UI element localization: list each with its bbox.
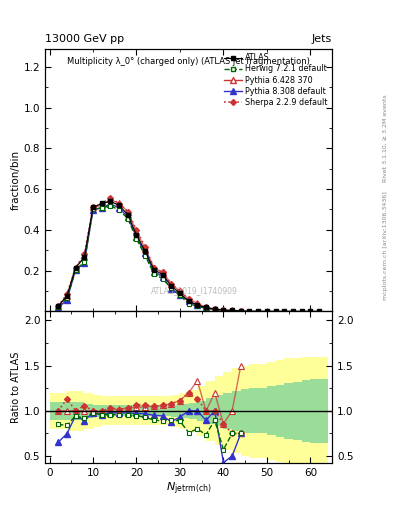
Text: 13000 GeV pp: 13000 GeV pp (45, 33, 124, 44)
Text: Jets: Jets (312, 33, 332, 44)
Text: mcplots.cern.ch [arXiv:1306.3436]: mcplots.cern.ch [arXiv:1306.3436] (383, 191, 387, 300)
Text: ATLAS_2019_I1740909: ATLAS_2019_I1740909 (151, 287, 238, 295)
Text: Multiplicity λ_0° (charged only) (ATLAS jet fragmentation): Multiplicity λ_0° (charged only) (ATLAS … (67, 56, 310, 66)
Text: Rivet 3.1.10, ≥ 3.2M events: Rivet 3.1.10, ≥ 3.2M events (383, 94, 387, 182)
Legend: ATLAS, Herwig 7.2.1 default, Pythia 6.428 370, Pythia 8.308 default, Sherpa 2.2.: ATLAS, Herwig 7.2.1 default, Pythia 6.42… (221, 50, 331, 110)
Y-axis label: fraction/bin: fraction/bin (11, 150, 21, 210)
X-axis label: $N_\mathrm{jetrm(ch)}$: $N_\mathrm{jetrm(ch)}$ (166, 481, 211, 497)
Y-axis label: Ratio to ATLAS: Ratio to ATLAS (11, 352, 21, 423)
